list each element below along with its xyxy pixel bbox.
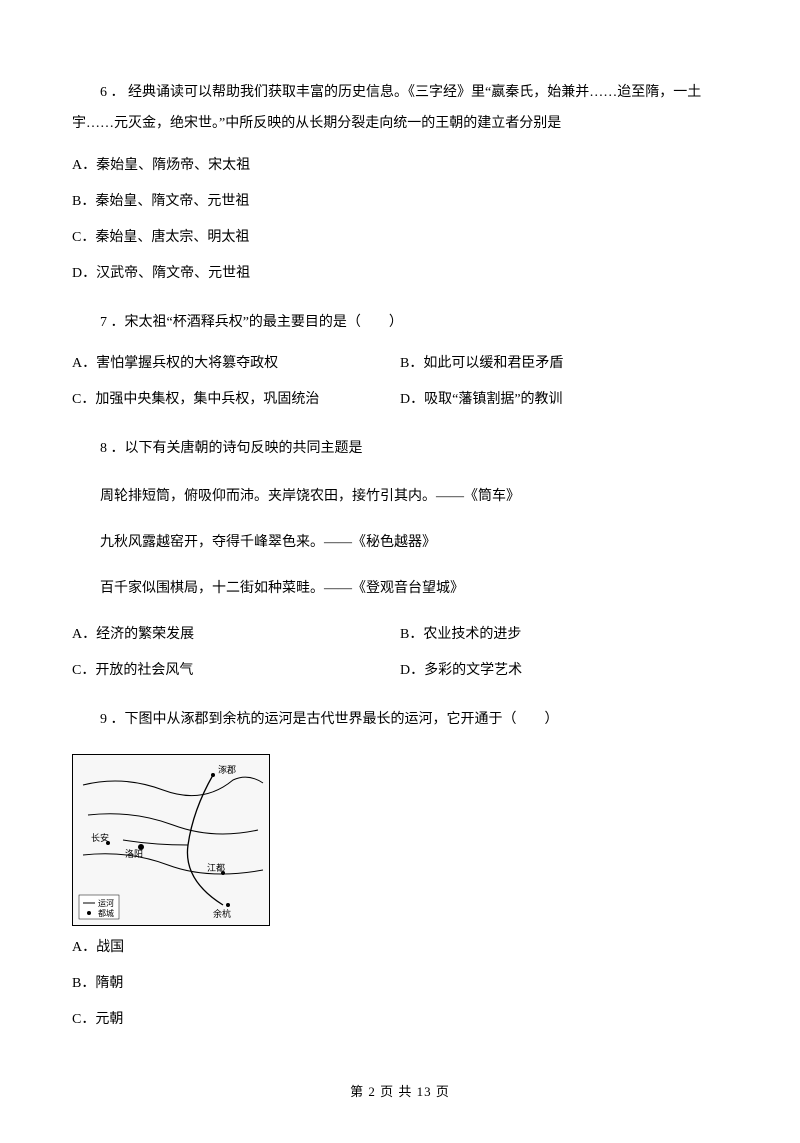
map-legend-canal: 运河 — [98, 898, 114, 908]
q8-option-a: A．经济的繁荣发展 — [72, 621, 400, 649]
q6-stem: 6 ． 经典诵读可以帮助我们获取丰富的历史信息。《三字经》里“嬴秦氏，始兼并……… — [72, 78, 728, 140]
map-label-zhuojun: 涿郡 — [218, 765, 236, 775]
q8-option-b: B．农业技术的进步 — [400, 621, 728, 649]
q7-option-c: C．加强中央集权，集中兵权，巩固统治 — [72, 386, 400, 414]
q9-stem: 9 ．下图中从涿郡到余杭的运河是古代世界最长的运河，它开通于（ ） — [72, 705, 728, 736]
q9-option-c: C．元朝 — [72, 1006, 728, 1034]
q8-option-d: D．多彩的文学艺术 — [400, 657, 728, 685]
q6-option-a: A．秦始皇、隋炀帝、宋太祖 — [72, 152, 728, 180]
q8-poem-1: 周轮排短筒，俯吸仰而沛。夹岸饶农田，接竹引其内。——《筒车》 — [72, 483, 728, 511]
footer-page: 2 — [368, 1084, 376, 1099]
footer-mid: 页 共 — [376, 1084, 417, 1099]
q7-row-ab: A．害怕掌握兵权的大将篡夺政权 B．如此可以缓和君臣矛盾 — [72, 350, 728, 378]
q7-row-cd: C．加强中央集权，集中兵权，巩固统治 D．吸取“藩镇割据”的教训 — [72, 386, 728, 414]
page-footer: 第 2 页 共 13 页 — [72, 1082, 728, 1103]
canal-map-image: 涿郡 长安 洛阳 江都 余杭 运河 都城 — [72, 754, 270, 926]
q7-stem: 7 ．宋太祖“杯酒释兵权”的最主要目的是（ ） — [72, 308, 728, 339]
q7-option-a: A．害怕掌握兵权的大将篡夺政权 — [72, 350, 400, 378]
footer-suffix: 页 — [432, 1084, 450, 1099]
map-label-yuhang: 余杭 — [213, 908, 231, 919]
q8-row-cd: C．开放的社会风气 D．多彩的文学艺术 — [72, 657, 728, 685]
q7-option-d: D．吸取“藩镇割据”的教训 — [400, 386, 728, 414]
q6-option-d: D．汉武帝、隋文帝、元世祖 — [72, 260, 728, 288]
exam-page: 6 ． 经典诵读可以帮助我们获取丰富的历史信息。《三字经》里“嬴秦氏，始兼并……… — [0, 0, 800, 1143]
map-legend-capital: 都城 — [98, 909, 114, 918]
map-label-changan: 长安 — [91, 832, 109, 843]
footer-total: 13 — [417, 1084, 432, 1099]
q6-option-c: C．秦始皇、唐太宗、明太祖 — [72, 224, 728, 252]
map-label-jiangdu: 江都 — [207, 863, 225, 873]
q9-option-b: B．隋朝 — [72, 970, 728, 998]
q8-poem-2: 九秋风露越窑开，夺得千峰翠色来。——《秘色越器》 — [72, 529, 728, 557]
q8-option-c: C．开放的社会风气 — [72, 657, 400, 685]
map-label-luoyang: 洛阳 — [125, 848, 143, 859]
q8-row-ab: A．经济的繁荣发展 B．农业技术的进步 — [72, 621, 728, 649]
q7-option-b: B．如此可以缓和君臣矛盾 — [400, 350, 728, 378]
q8-stem: 8 ．以下有关唐朝的诗句反映的共同主题是 — [72, 434, 728, 465]
q6-option-b: B．秦始皇、隋文帝、元世祖 — [72, 188, 728, 216]
q9-option-a: A．战国 — [72, 934, 728, 962]
footer-prefix: 第 — [350, 1084, 368, 1099]
q8-poem-3: 百千家似围棋局，十二街如种菜畦。——《登观音台望城》 — [72, 575, 728, 603]
